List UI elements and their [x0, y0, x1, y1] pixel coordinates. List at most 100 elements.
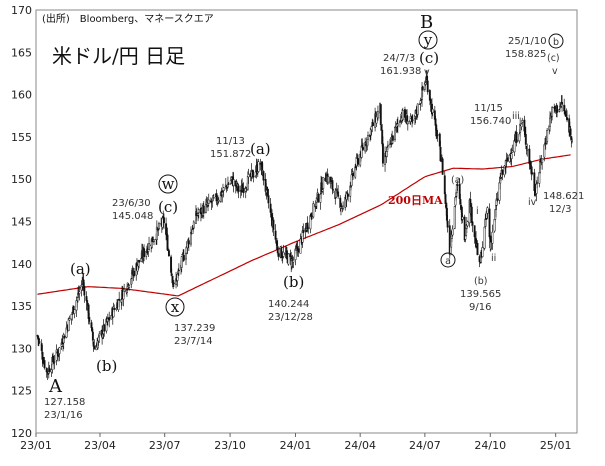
label-wave-iii: iii — [512, 111, 520, 122]
y-axis-ticks: 120 125 130 135 140 145 150 155 160 165 170 — [11, 4, 32, 440]
label-w: w — [162, 175, 175, 193]
label-jan10-date: 25/1/10 — [508, 36, 547, 47]
candle-body — [551, 107, 554, 117]
label-b-2023: (b) — [96, 357, 117, 375]
b-circle — [548, 33, 564, 49]
candle-body — [299, 238, 302, 254]
candle-body — [481, 247, 484, 257]
label-wave-ii: ii — [491, 253, 496, 264]
candle-body — [172, 282, 175, 284]
label-b-2023b: (b) — [283, 273, 304, 291]
candle-body — [227, 183, 230, 185]
candle-body — [297, 248, 300, 253]
candle-body — [128, 285, 131, 288]
ma200-line — [37, 154, 571, 297]
candle-body — [171, 275, 174, 284]
candle-body — [566, 117, 568, 121]
candle-body — [287, 253, 290, 265]
candle-body — [252, 176, 255, 178]
candle-body — [352, 172, 355, 177]
candle-body — [391, 135, 394, 141]
label-a-circle: a — [445, 256, 451, 267]
label-a-small: (a) — [451, 175, 464, 186]
label-c-small: (c) — [547, 53, 560, 64]
x-tick-label: 23/07 — [149, 439, 181, 452]
y-tick-label: 135 — [11, 300, 32, 313]
candle-body — [177, 269, 180, 272]
candle-body — [384, 153, 387, 165]
x-circle — [165, 297, 185, 317]
candle-body — [158, 223, 160, 230]
x-tick-label: 24/07 — [409, 439, 441, 452]
candle-body — [118, 298, 121, 301]
candle-body — [451, 228, 454, 236]
label-x-date: 23/7/14 — [174, 336, 213, 347]
candle-body — [302, 230, 305, 234]
candle-body — [45, 368, 48, 373]
candle-body — [521, 120, 524, 123]
candle-body — [274, 230, 277, 240]
candle-body — [282, 251, 285, 257]
label-A-price: 127.158 — [44, 397, 85, 408]
candle-body — [93, 345, 96, 350]
label-a-2023: (a) — [70, 260, 91, 278]
candle-body — [444, 194, 447, 204]
candle-body — [381, 143, 384, 164]
candle-body — [510, 153, 513, 159]
candle-body — [499, 177, 502, 179]
candle-body — [516, 140, 519, 142]
candle-body — [506, 157, 509, 162]
label-nov13-date: 11/13 — [216, 136, 245, 147]
label-jun30-date: 23/6/30 — [112, 198, 151, 209]
candle-body — [396, 123, 399, 127]
label-c-2024: (c) — [419, 49, 439, 67]
candle-body — [113, 307, 116, 310]
candle-body — [446, 220, 449, 228]
candle-body — [518, 133, 521, 142]
candle-body — [459, 199, 462, 205]
label-v-2024: v — [424, 67, 430, 78]
candle-body — [83, 285, 86, 296]
x-tick-label: 23/01 — [20, 439, 52, 452]
candle-body — [202, 205, 205, 214]
candle-body — [63, 335, 66, 339]
candle-body — [237, 185, 240, 192]
y-tick-label: 125 — [11, 385, 32, 398]
x-tick-label: 23/04 — [84, 439, 116, 452]
candle-body — [350, 174, 353, 186]
candle-body — [88, 317, 91, 322]
candle-body — [48, 368, 51, 373]
candle-body — [140, 258, 143, 262]
candle-body — [267, 195, 270, 204]
y-circle — [418, 30, 438, 50]
label-x: x — [171, 298, 180, 316]
candle-body — [421, 86, 424, 91]
candle-body — [317, 193, 320, 202]
label-nov15-date: 11/15 — [474, 103, 503, 114]
candle-body — [197, 209, 200, 214]
source-note: (出所) Bloomberg、マネースクエア — [42, 12, 214, 25]
x-tick-label: 23/10 — [214, 439, 246, 452]
candle-body — [372, 122, 374, 126]
candle-body — [354, 166, 357, 178]
ma200-group — [37, 154, 571, 297]
candle-body — [53, 361, 56, 363]
candle-body — [221, 192, 224, 196]
candle-body — [43, 360, 46, 369]
candle-body — [470, 206, 473, 223]
label-a-2023b: (a) — [250, 140, 271, 158]
candle-body — [496, 198, 499, 201]
candle-body — [439, 146, 442, 162]
label-dec28-date: 23/12/28 — [268, 312, 313, 323]
candle-body — [453, 206, 456, 229]
candle-body — [438, 133, 441, 147]
candle-body — [292, 259, 295, 263]
candle-body — [190, 231, 192, 245]
candle-body — [91, 331, 94, 341]
candle-body — [549, 117, 551, 127]
candle-body — [441, 158, 444, 175]
candle-body — [426, 80, 429, 93]
candle-body — [187, 240, 190, 245]
candle-body — [367, 135, 369, 140]
label-jun30-price: 145.048 — [112, 211, 153, 222]
